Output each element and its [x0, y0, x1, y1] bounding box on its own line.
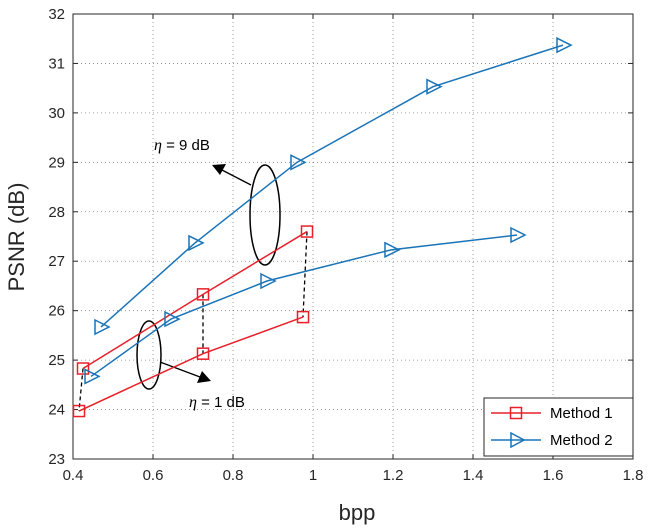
y-tick-label: 32 — [48, 6, 65, 23]
arrow-eta-1db-head — [197, 371, 211, 383]
annotation-eta-1db-symbol: η — [189, 394, 197, 411]
y-tick-label: 24 — [48, 402, 65, 419]
data-point-method-1 — [196, 288, 210, 301]
data-point-method-2 — [164, 310, 181, 328]
x-tick-label: 0.6 — [143, 467, 164, 484]
annotation-eta-9db-value: = 9 dB — [162, 137, 210, 154]
x-tick-label: 0.4 — [63, 467, 84, 484]
data-point-method-1 — [76, 362, 90, 375]
ellipse-eta-1db — [136, 320, 162, 390]
annotation-eta-9db: η = 9 dB — [154, 137, 210, 154]
x-tick-label: 1.4 — [463, 467, 484, 484]
data-point-method-1 — [72, 404, 86, 418]
data-point-method-2 — [188, 234, 205, 252]
x-axis-label: bpp — [339, 500, 376, 525]
data-point-method-1 — [296, 310, 310, 324]
data-point-method-2 — [426, 78, 443, 95]
x-tick-label: 1.2 — [383, 467, 404, 484]
y-axis-label: PSNR (dB) — [4, 183, 29, 292]
y-tick-label: 29 — [48, 154, 65, 171]
data-point-method-2 — [384, 241, 401, 259]
annotation-shapes — [78, 164, 308, 412]
series-line-method-1 — [82, 230, 308, 370]
x-tick-label: 1 — [309, 467, 317, 484]
arrow-eta-9db-head — [212, 164, 226, 175]
series-group — [72, 36, 573, 418]
y-tick-label: 25 — [48, 352, 65, 369]
legend: Method 1 Method 2 — [483, 397, 634, 457]
axes-box — [72, 13, 634, 460]
arrow-eta-9db-shaft — [221, 169, 252, 186]
data-point-method-2 — [556, 36, 573, 54]
y-tick-label: 27 — [48, 253, 65, 270]
y-tick-label: 31 — [48, 55, 65, 72]
y-tick-label: 23 — [48, 451, 65, 468]
legend-box — [483, 397, 634, 457]
data-point-method-2 — [84, 368, 101, 385]
x-tick-label: 0.8 — [223, 467, 244, 484]
dashed-connector — [302, 231, 308, 318]
series-line-method-2 — [90, 234, 518, 378]
x-tick-label: 1.6 — [543, 467, 564, 484]
x-tick-label: 1.8 — [623, 467, 644, 484]
legend-marker-square — [509, 406, 523, 420]
data-point-method-2 — [94, 318, 111, 336]
ellipse-eta-9db — [249, 164, 281, 266]
data-point-method-1 — [196, 347, 210, 360]
y-tick-label: 30 — [48, 105, 65, 122]
annotation-eta-9db-symbol: η — [154, 137, 162, 154]
series-line-method-2 — [100, 44, 564, 328]
arrow-eta-1db-shaft — [159, 361, 201, 378]
data-point-method-2 — [260, 272, 277, 290]
dashed-connector — [78, 368, 84, 412]
legend-label-method-2: Method 2 — [550, 432, 613, 449]
legend-marker-triangle — [510, 431, 526, 449]
data-point-method-1 — [300, 225, 314, 238]
y-tick-label: 28 — [48, 204, 65, 221]
tick-labels: 0.4 0.6 0.8 1 1.2 1.4 1.6 1.8 23 24 25 26 27 28 29 30 31… — [48, 6, 643, 484]
legend-label-method-1: Method 1 — [550, 405, 613, 422]
axes — [72, 13, 634, 460]
y-tick-label: 26 — [48, 303, 65, 320]
annotation-eta-1db: η = 1 dB — [189, 394, 245, 411]
series-line-method-1 — [78, 316, 304, 412]
annotation-eta-1db-value: = 1 dB — [197, 394, 245, 411]
data-point-method-2 — [510, 226, 527, 244]
grid-lines — [73, 14, 633, 459]
data-point-method-2 — [290, 154, 307, 171]
